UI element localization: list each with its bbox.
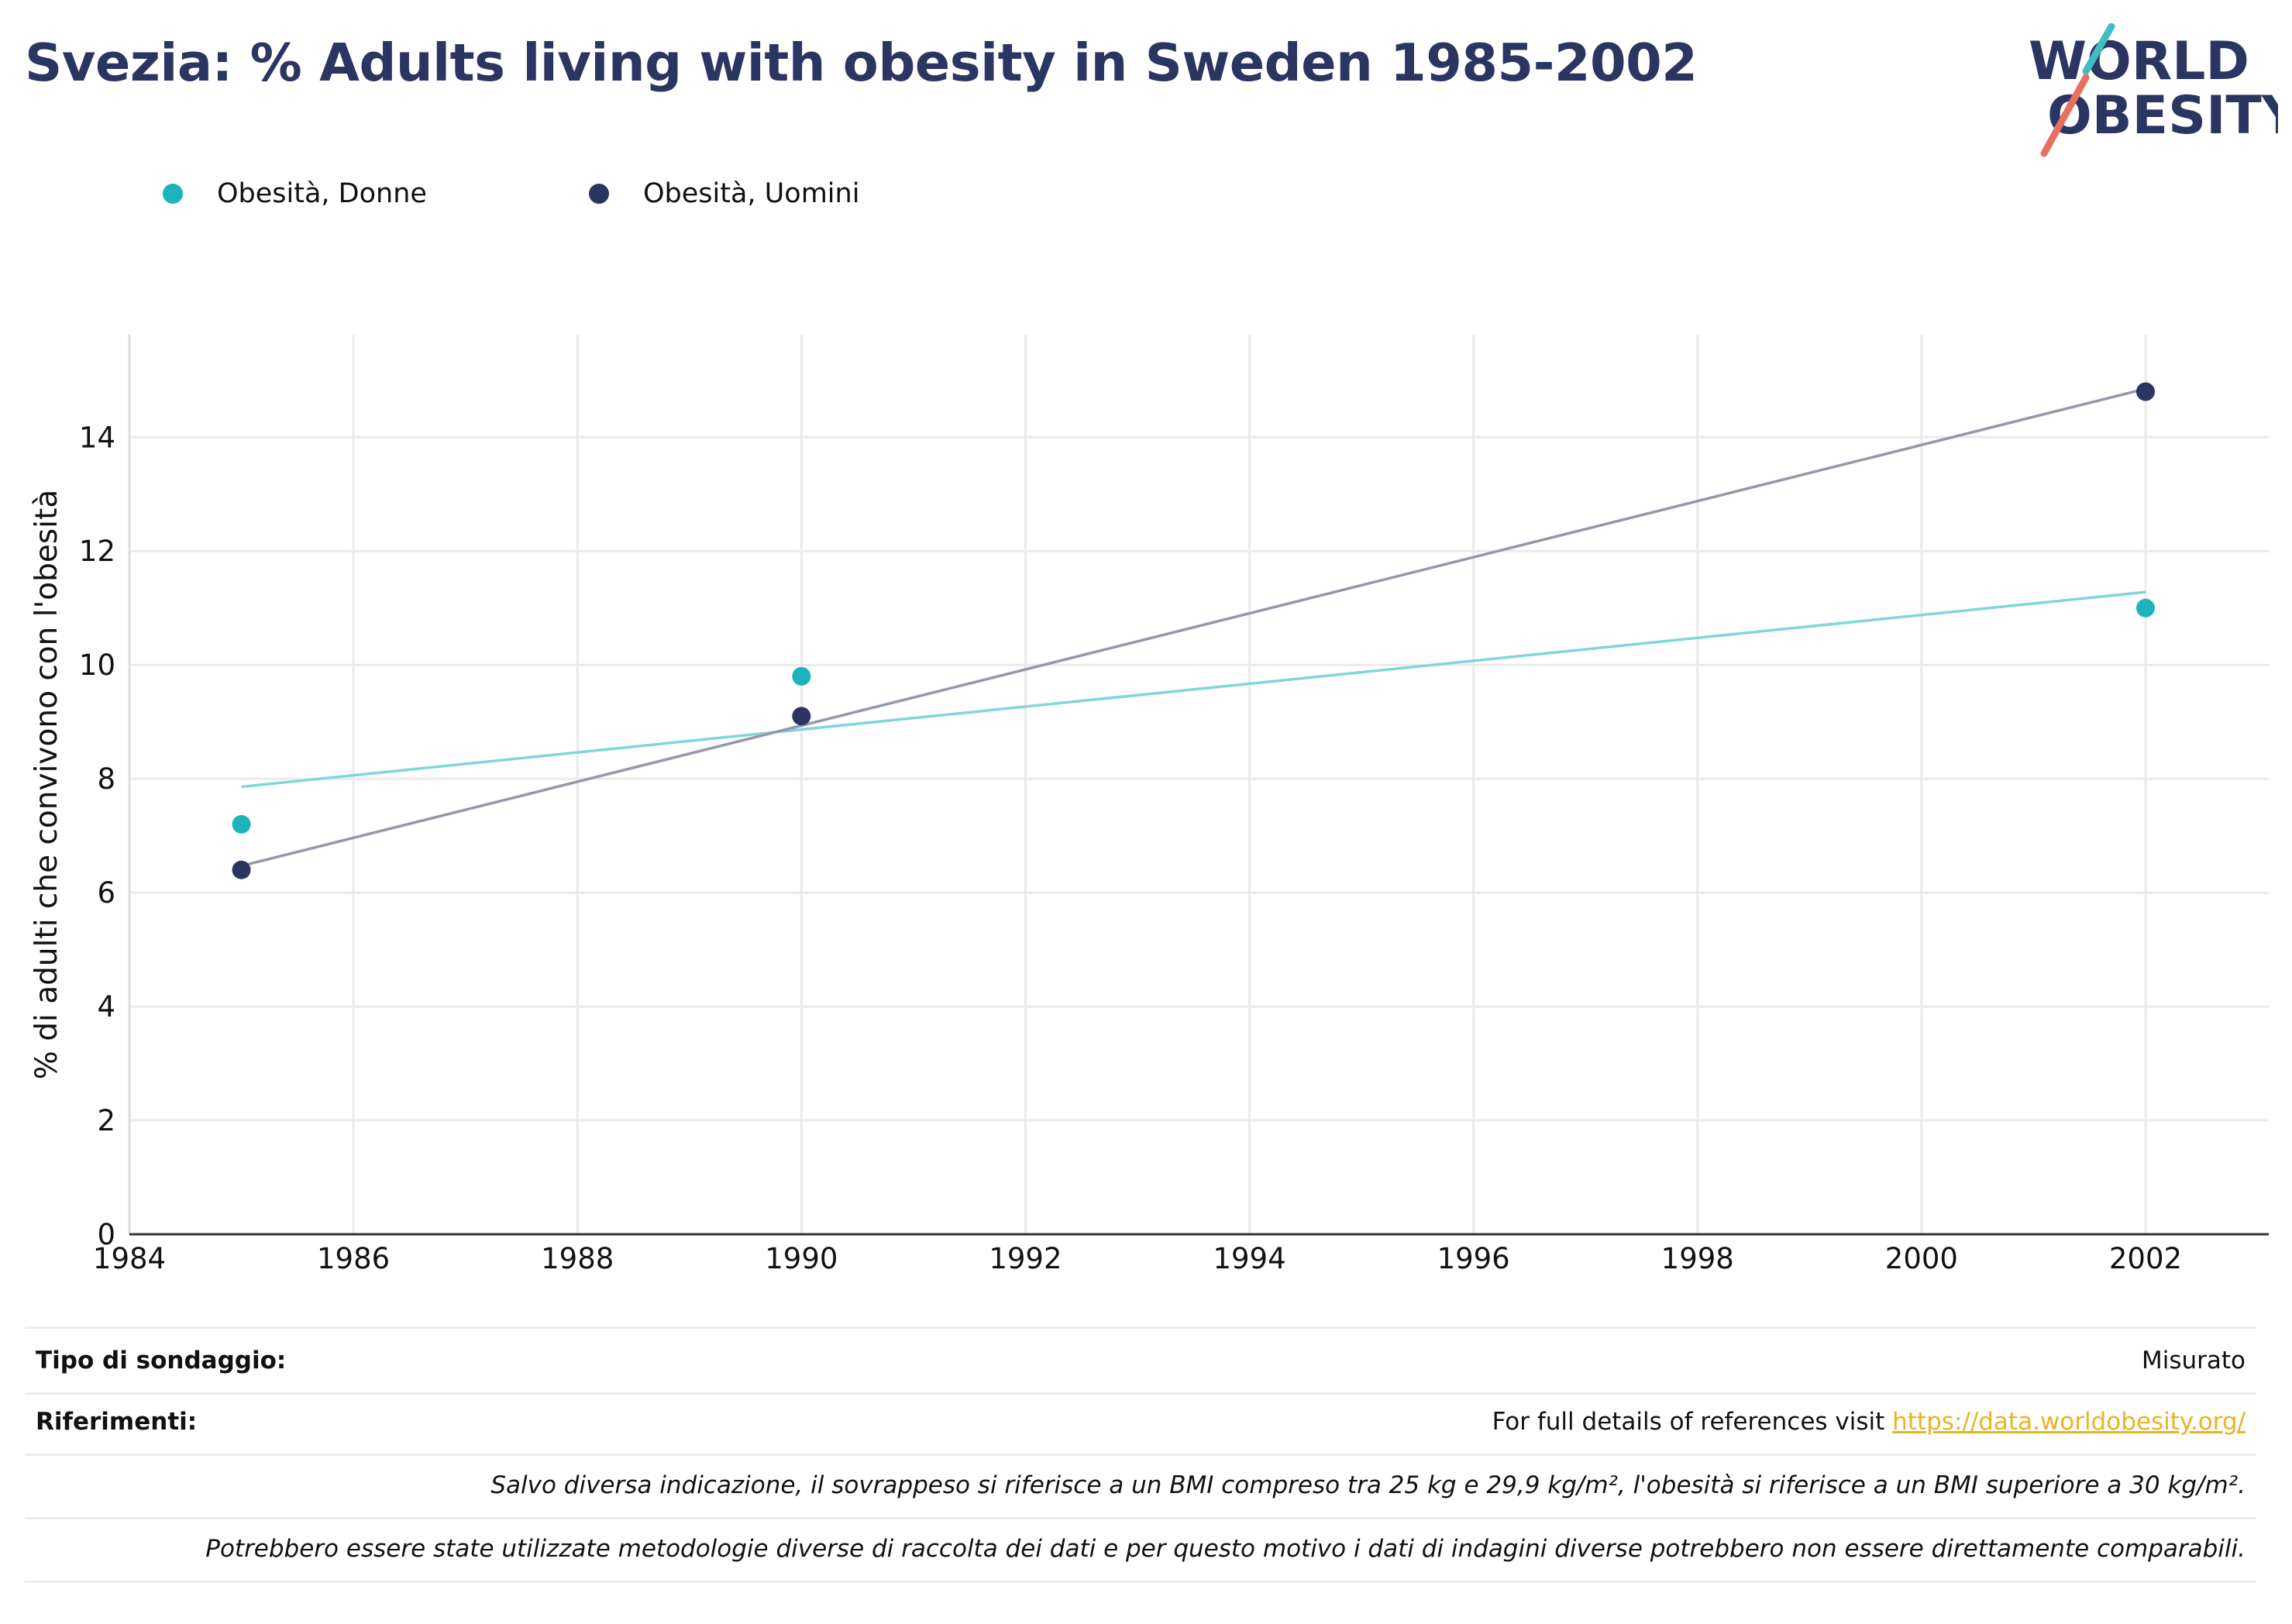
y-axis-title: % di adulti che convivono con l'obesità: [29, 490, 64, 1080]
legend-marker-donne: [163, 184, 183, 204]
x-tick-label: 1992: [989, 1242, 1062, 1275]
legend-label-uomini: Obesità, Uomini: [643, 178, 860, 209]
survey-type-row: Tipo di sondaggio: Misurato: [25, 1326, 2256, 1395]
y-tick-label: 10: [79, 649, 115, 682]
data-point-series-2: [792, 707, 811, 726]
logo-line-2: OBESITY: [2047, 85, 2278, 146]
y-tick-label: 2: [97, 1104, 115, 1137]
legend-marker-uomini: [589, 184, 609, 204]
data-point-series-1: [232, 814, 251, 834]
methods-note: Potrebbero essere state utilizzate metod…: [205, 1535, 2246, 1563]
bmi-note: Salvo diversa indicazione, il sovrappeso…: [490, 1471, 2246, 1499]
x-tick-label: 1994: [1213, 1242, 1285, 1275]
trendline-series-2: [241, 387, 2146, 868]
trendline-series-1: [241, 590, 2146, 789]
legend-label-donne: Obesità, Donne: [217, 178, 427, 209]
references-link[interactable]: https://data.worldobesity.org/: [1892, 1408, 2246, 1436]
scatter-chart: 1984 1986 1988 1990 1992 1994 1996 1998 2000 2002…: [29, 335, 2269, 1275]
data-point-series-2: [232, 860, 251, 879]
logo-line-1: WORLD: [2029, 31, 2249, 92]
x-tick-label: 1996: [1437, 1242, 1510, 1275]
y-tick-label: 12: [79, 535, 115, 568]
data-point-series-1: [792, 666, 811, 686]
x-tick-label: 2002: [2109, 1242, 2182, 1275]
references-text: For full details of references visit: [1492, 1408, 1893, 1436]
legend-item-donne[interactable]: Obesità, Donne: [163, 172, 427, 215]
y-tick-label: 8: [97, 762, 115, 796]
references-label: Riferimenti:: [36, 1408, 198, 1436]
survey-type-value: Misurato: [2141, 1347, 2246, 1375]
survey-type-label: Tipo di sondaggio:: [36, 1347, 287, 1375]
world-obesity-logo: WORLD OBESITY: [2029, 23, 2278, 157]
x-tick-label: 1998: [1661, 1242, 1734, 1275]
data-point-series-1: [2135, 598, 2155, 618]
y-tick-label: 14: [79, 421, 115, 454]
x-tick-label: 1986: [317, 1242, 390, 1275]
x-tick-label: 1984: [93, 1242, 166, 1275]
x-tick-label: 2000: [1885, 1242, 1958, 1275]
x-tick-label: 1990: [765, 1242, 838, 1275]
legend-item-uomini[interactable]: Obesità, Uomini: [589, 172, 859, 215]
references-value: For full details of references visit htt…: [1492, 1408, 2256, 1436]
data-point-series-2: [2135, 382, 2155, 401]
methods-note-row: Potrebbero essere state utilizzate metod…: [25, 1517, 2256, 1583]
references-row: Riferimenti: For full details of referen…: [25, 1390, 2256, 1456]
x-tick-label: 1988: [541, 1242, 614, 1275]
y-tick-label: 0: [97, 1218, 115, 1251]
y-tick-label: 4: [97, 990, 115, 1024]
y-tick-label: 6: [97, 876, 115, 910]
page-title: Svezia: % Adults living with obesity in …: [25, 33, 1698, 93]
bmi-note-row: Salvo diversa indicazione, il sovrappeso…: [25, 1454, 2256, 1519]
